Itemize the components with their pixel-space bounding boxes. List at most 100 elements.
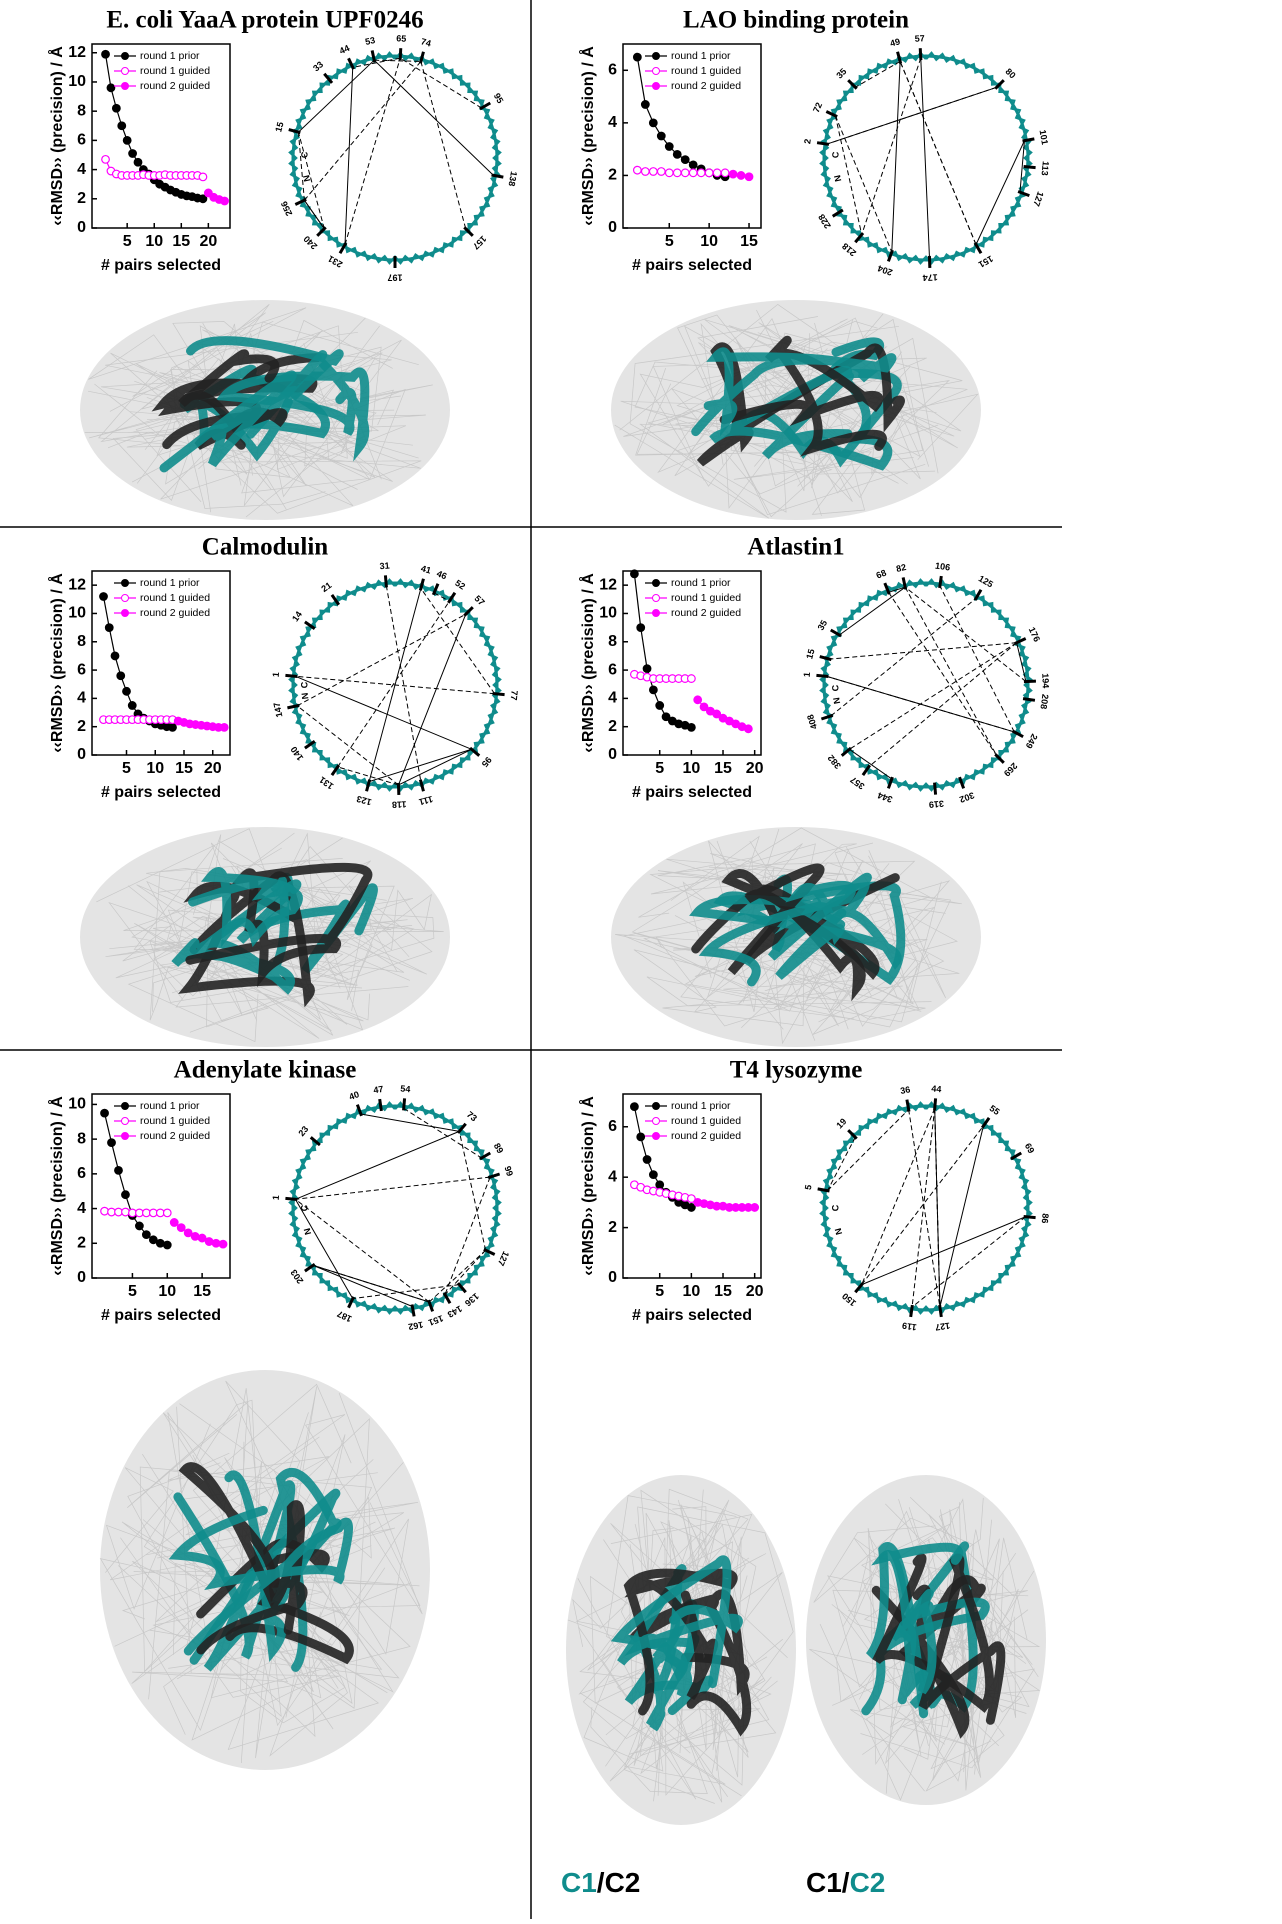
contact-chord	[892, 61, 900, 252]
x-tick-label: 15	[714, 760, 732, 777]
ensemble-cloud	[566, 1475, 796, 1825]
data-point	[729, 170, 737, 178]
y-tick-label: 10	[68, 1096, 86, 1113]
x-axis-label: # pairs selected	[632, 784, 752, 801]
residue-label: 23	[296, 1124, 310, 1138]
caption-part: C1/	[806, 1867, 850, 1898]
x-axis-label: # pairs selected	[101, 257, 221, 274]
y-axis-label: ‹‹RMSD›› (precision) / Å	[578, 1096, 597, 1276]
legend-label: round 1 prior	[140, 577, 200, 589]
residue-tick	[940, 576, 942, 588]
residue-tick	[898, 52, 901, 64]
data-point	[688, 724, 696, 732]
residue-label: 344	[876, 790, 894, 805]
residue-label: C	[830, 684, 840, 691]
residue-label: 82	[895, 562, 907, 574]
data-point	[136, 1222, 144, 1230]
residue-label: 256	[279, 200, 294, 218]
x-tick-label: 20	[204, 760, 222, 777]
data-point	[100, 593, 108, 601]
residue-tick	[285, 1198, 297, 1199]
data-point	[689, 169, 697, 177]
y-tick-label: 2	[77, 190, 86, 207]
data-point	[681, 156, 689, 164]
residue-label: 197	[387, 273, 402, 283]
residue-tick	[380, 1099, 382, 1111]
data-point	[657, 132, 665, 140]
residue-label: 119	[901, 1320, 917, 1332]
legend-label: round 2 guided	[140, 1130, 210, 1142]
x-axis-label: # pairs selected	[632, 257, 752, 274]
data-point	[123, 137, 131, 145]
legend-marker	[653, 68, 660, 75]
y-tick-label: 0	[608, 1269, 617, 1286]
residue-tick	[289, 130, 301, 133]
legend-marker	[122, 83, 129, 90]
residue-label: 31	[379, 560, 390, 571]
residue-label: C	[299, 151, 309, 158]
residue-label: 36	[899, 1084, 911, 1096]
data-point	[650, 119, 658, 127]
data-point	[107, 84, 115, 92]
x-tick-label: 20	[746, 760, 764, 777]
data-point	[637, 1133, 645, 1141]
x-tick-label: 5	[122, 760, 131, 777]
residue-tick	[385, 575, 386, 587]
residue-label: 35	[816, 618, 830, 632]
data-point	[170, 1219, 178, 1227]
y-tick-label: 2	[77, 718, 86, 735]
residue-tick	[935, 783, 936, 795]
contact-chord	[369, 588, 421, 781]
residue-label: 99	[502, 1165, 515, 1178]
residue-label: 1	[802, 672, 812, 678]
contact-chord	[386, 585, 421, 781]
legend-label: round 1 prior	[671, 577, 731, 589]
legend-label: round 1 guided	[671, 592, 741, 604]
residue-label: N	[302, 1227, 313, 1236]
legend-label: round 2 guided	[140, 80, 210, 92]
y-tick-label: 4	[77, 690, 86, 707]
residue-label: 302	[958, 790, 976, 805]
contact-chord	[839, 587, 905, 635]
data-point	[113, 104, 121, 112]
residue-tick	[820, 657, 832, 660]
residue-label: 41	[420, 563, 432, 575]
data-point	[634, 53, 642, 61]
data-point	[134, 158, 142, 166]
residue-label: 208	[1038, 694, 1050, 710]
residue-label: 127	[1031, 190, 1046, 208]
contact-chord	[298, 60, 374, 132]
residue-label: 125	[977, 573, 995, 589]
contact-chord	[862, 58, 921, 234]
data-point	[163, 1241, 171, 1249]
residue-label: 319	[929, 799, 945, 810]
residue-label: 140	[289, 745, 306, 763]
data-point	[221, 197, 229, 205]
caption-part: C1	[561, 1867, 597, 1898]
residue-label: 33	[311, 59, 325, 73]
residue-label: 15	[804, 648, 816, 660]
ensemble-cloud	[611, 300, 981, 520]
residue-label: 57	[914, 33, 925, 44]
residue-label: 73	[465, 1109, 479, 1123]
x-tick-label: 5	[128, 1283, 137, 1300]
residue-label: 72	[811, 101, 824, 114]
residue-label: C	[830, 1204, 840, 1211]
contact-ring-core	[293, 1106, 497, 1310]
legend-marker	[122, 68, 129, 75]
y-axis-label: ‹‹RMSD›› (precision) / Å	[578, 46, 597, 226]
residue-label: 77	[509, 690, 520, 701]
structure-caption: C1/C2	[561, 1867, 640, 1898]
data-point	[656, 702, 664, 710]
data-point	[118, 122, 126, 130]
x-tick-label: 10	[682, 760, 700, 777]
x-tick-label: 5	[655, 760, 664, 777]
data-point	[637, 624, 645, 632]
residue-label: 151	[977, 254, 995, 270]
x-tick-label: 5	[655, 1283, 664, 1300]
contact-chord	[459, 1131, 485, 1250]
panel-title: Atlastin1	[747, 534, 844, 561]
